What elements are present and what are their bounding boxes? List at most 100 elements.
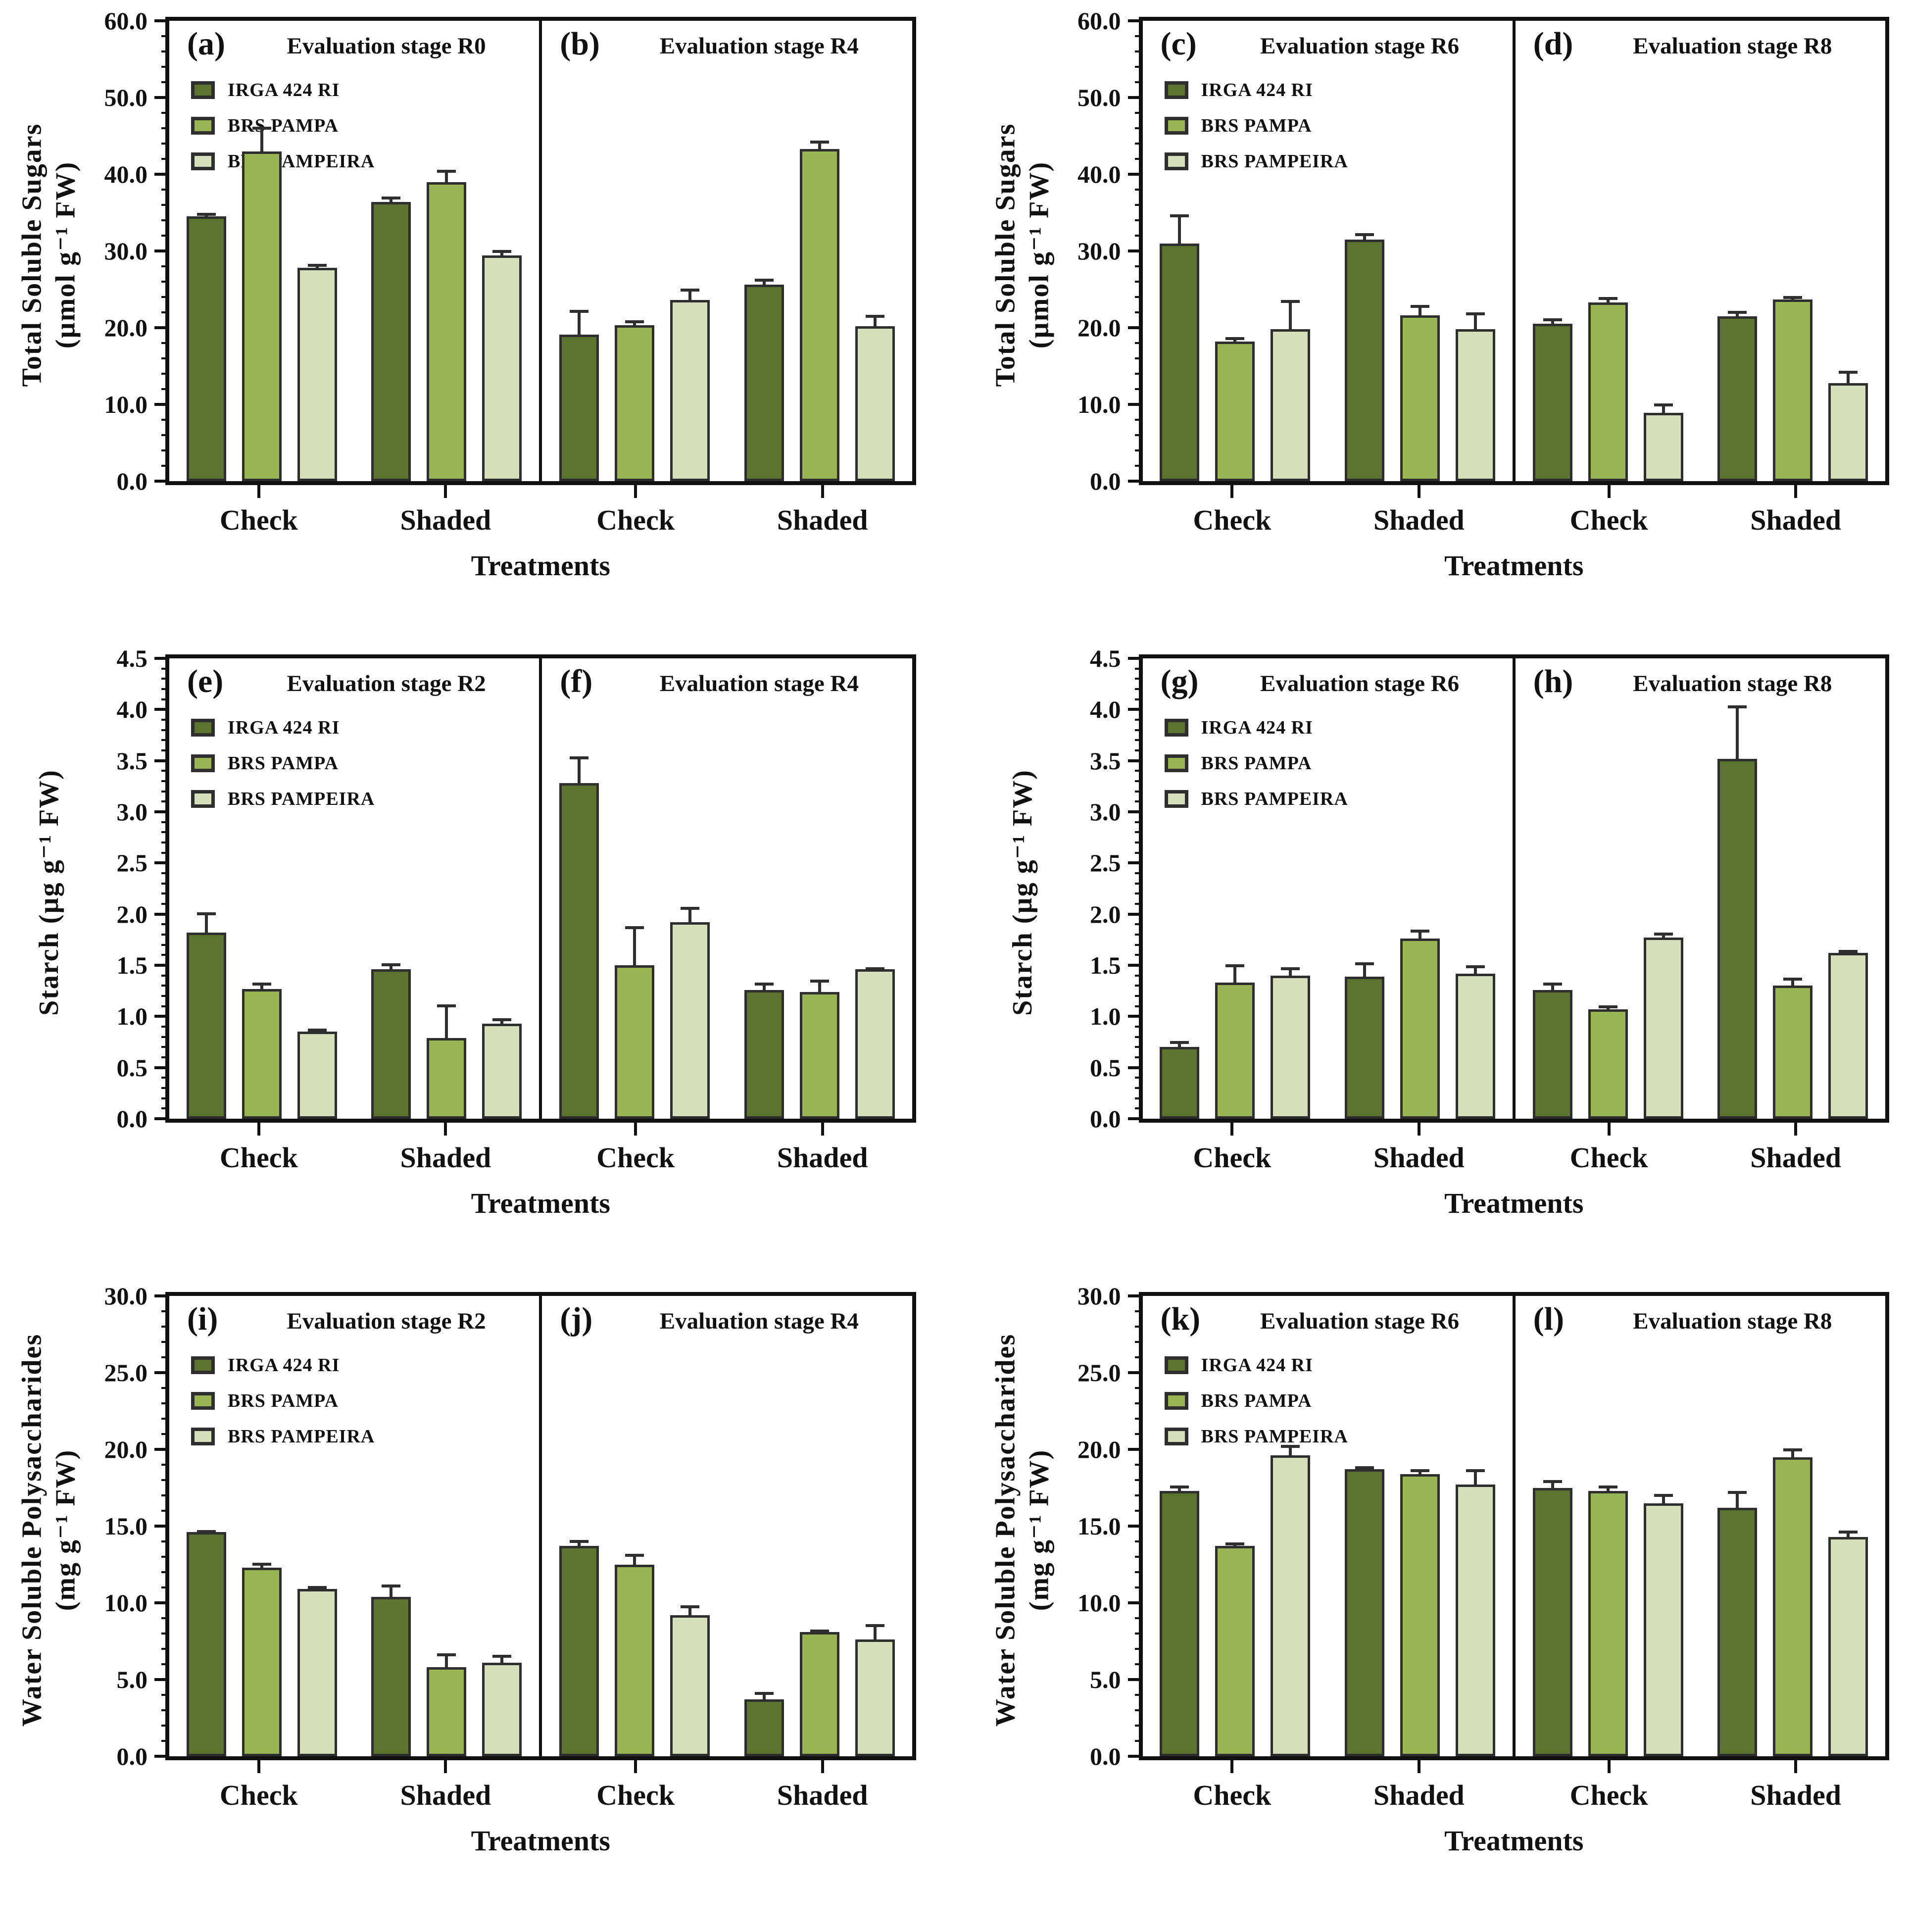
- error-bar-stem: [578, 1539, 581, 1547]
- x-tick-mark: [444, 1123, 447, 1136]
- error-bar-cap: [1839, 1531, 1858, 1534]
- y-minor-tick: [1134, 296, 1143, 298]
- panel-letter: (g): [1160, 663, 1199, 699]
- bar-brs-pampeira: [482, 250, 522, 481]
- x-tick: Shaded: [371, 1760, 520, 1810]
- bar-irga-424-ri: [1532, 1480, 1572, 1756]
- plot-area: 0.0 10.0 20.0 30.0 40.0 50.0 60.0 (a) Evaluation…: [104, 8, 916, 494]
- y-tick-label: 0.0: [1090, 467, 1121, 495]
- error-bar: [1783, 1448, 1803, 1458]
- y-minor-tick: [161, 1464, 169, 1466]
- y-major-tick: [154, 1525, 169, 1528]
- x-ticks-panel: Check Shaded: [165, 1123, 539, 1172]
- bar-irga-424-ri: [1717, 705, 1758, 1119]
- bar-fill: [1532, 1487, 1572, 1756]
- y-major-tick: [1127, 1015, 1143, 1018]
- y-minor-tick: [161, 204, 169, 206]
- panel-letter: (j): [560, 1301, 593, 1337]
- y-axis-label-line: (mg g⁻¹ FW): [1024, 1449, 1055, 1611]
- y-minor-tick: [1134, 1556, 1143, 1558]
- y-minor-tick: [161, 419, 169, 421]
- y-minor-tick: [1134, 688, 1143, 690]
- panel-title: Evaluation stage R6: [1260, 1308, 1460, 1334]
- error-bar-cap: [810, 1630, 829, 1633]
- y-minor-tick: [161, 1740, 169, 1742]
- bar-brs-pampeira: [1455, 965, 1495, 1119]
- bar-group-check: [1160, 214, 1311, 481]
- x-tick-mark: [1607, 485, 1611, 498]
- legend-label: BRS PAMPA: [228, 753, 339, 774]
- y-tick-label: 1.5: [1090, 951, 1121, 979]
- y-tick-label: 1.0: [1090, 1002, 1121, 1031]
- error-bar-stem: [818, 140, 821, 150]
- error-bar-cap: [1466, 1469, 1485, 1473]
- y-minor-tick: [1134, 1402, 1143, 1404]
- legend-label: IRGA 424 RI: [228, 1355, 340, 1376]
- error-bar-stem: [1606, 1485, 1610, 1492]
- chart-water-soluble-polysaccharides-r6-r8: Water Soluble Polysaccharides (mg g⁻¹ FW)…: [980, 1284, 1889, 1855]
- legend-item: IRGA 424 RI: [1164, 79, 1348, 101]
- chart-total-soluble-sugars-r6-r8: Total Soluble Sugars (µmol g⁻¹ FW) 0.0 10.…: [980, 8, 1889, 580]
- sub-panel-i: (i) Evaluation stage R2 IRGA 424 RI BRS PAM…: [169, 1296, 539, 1756]
- y-minor-tick: [161, 81, 169, 83]
- y-axis-label-line: (mg g⁻¹ FW): [50, 1449, 81, 1611]
- bar-fill: [297, 268, 337, 481]
- legend-item: BRS PAMPA: [1164, 752, 1348, 774]
- bar-group-shaded: [1717, 705, 1868, 1119]
- x-ticks-panel: Check Shaded: [1513, 485, 1889, 535]
- bar-fill: [186, 216, 226, 481]
- error-bar: [865, 1624, 884, 1641]
- x-tick-label: Shaded: [1750, 1141, 1842, 1174]
- y-minor-tick: [161, 434, 169, 436]
- y-tick-label: 30.0: [104, 1282, 148, 1310]
- bar-fill: [186, 932, 226, 1119]
- panel-letter: (c): [1160, 26, 1197, 62]
- bar-group-check: [1532, 297, 1683, 481]
- x-tick: Check: [561, 1760, 710, 1810]
- sub-panel-b: (b) Evaluation stage R4: [539, 21, 912, 481]
- y-minor-tick: [161, 235, 169, 237]
- bar-brs-pampeira: [1643, 1493, 1683, 1756]
- y-minor-tick: [1134, 1036, 1143, 1038]
- bar-brs-pampa: [1773, 977, 1813, 1119]
- error-bar-cap: [492, 250, 512, 253]
- bar-irga-424-ri: [744, 278, 784, 481]
- y-minor-tick: [1134, 357, 1143, 359]
- bar-fill: [1773, 299, 1813, 481]
- y-minor-tick: [1134, 1663, 1143, 1665]
- y-minor-tick: [1134, 800, 1143, 803]
- bar-brs-pampeira: [670, 288, 710, 481]
- error-bar: [1598, 1005, 1617, 1010]
- sub-panel-e: (e) Evaluation stage R2 IRGA 424 RI BRS PAM…: [169, 658, 539, 1119]
- error-bar-stem: [445, 1653, 448, 1669]
- x-tick: Shaded: [1721, 1760, 1870, 1810]
- y-minor-tick: [161, 1107, 169, 1110]
- error-bar: [1281, 300, 1300, 331]
- error-bar-stem: [1847, 1531, 1850, 1538]
- panel-title: Evaluation stage R4: [659, 1308, 859, 1334]
- y-major-tick: [154, 912, 169, 916]
- panel-title: Evaluation stage R6: [1260, 671, 1460, 696]
- y-minor-tick: [1134, 678, 1143, 680]
- error-bar: [810, 979, 829, 993]
- error-bar: [1170, 1040, 1189, 1048]
- legend-label: BRS PAMPA: [228, 115, 339, 136]
- bar-fill: [1828, 1536, 1868, 1756]
- y-major-tick: [1127, 1678, 1143, 1681]
- bar-brs-pampa: [427, 169, 467, 481]
- y-minor-tick: [161, 1556, 169, 1558]
- y-major-tick: [1127, 1371, 1143, 1374]
- bar-fill: [1455, 973, 1495, 1119]
- bars-area: [542, 1539, 912, 1756]
- bar-group-shaded: [371, 963, 522, 1119]
- legend-label: BRS PAMPA: [228, 1390, 339, 1411]
- plot-column: 0.0 5.0 10.0 15.0 20.0 25.0 30.0 (i) Evaluation …: [104, 1284, 916, 1855]
- x-tick-mark: [1417, 485, 1420, 498]
- error-bar-stem: [1233, 964, 1237, 984]
- y-minor-tick: [1134, 1026, 1143, 1028]
- bar-group-shaded: [371, 169, 522, 481]
- y-axis-label-line: Starch (µg g⁻¹ FW): [1007, 769, 1038, 1016]
- bar-fill: [1271, 1455, 1311, 1756]
- error-bar-cap: [1839, 950, 1858, 953]
